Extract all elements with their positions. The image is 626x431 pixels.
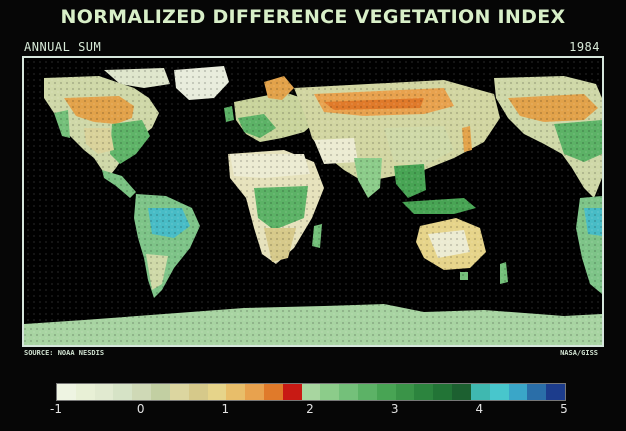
map-title: NORMALIZED DIFFERENCE VEGETATION INDEX [60,6,566,28]
legend-swatch [376,384,396,400]
legend-swatch [151,384,170,400]
legend-swatch [452,384,471,400]
legend-swatch [395,384,415,400]
legend-tick-label: 2 [306,402,314,416]
world-map [22,56,604,347]
legend-swatch [546,384,565,400]
legend-swatch [75,384,95,400]
source-label: SOURCE: NOAA NESDIS [24,349,105,357]
legend-swatch [301,384,321,400]
legend-swatch [320,384,340,400]
legend-swatch [282,384,302,400]
legend-swatch [489,384,509,400]
legend-swatch [470,384,490,400]
legend-ticks: -1 0 1 2 3 4 5 [0,402,626,422]
world-map-graphic [24,58,602,345]
legend-swatch [339,384,358,400]
legend-swatch [508,384,528,400]
legend-tick-label: 1 [221,402,230,416]
legend-swatch [113,384,133,400]
legend-swatch [527,384,547,400]
legend-swatch [94,384,114,400]
legend-swatch [226,384,246,400]
legend-swatch [263,384,283,400]
legend-swatch [414,384,434,400]
legend-swatch [169,384,189,400]
legend-swatch [57,384,76,400]
credit-label: NASA/GISS [560,349,598,357]
legend-swatch [188,384,208,400]
year-label: 1984 [569,40,600,54]
period-label: ANNUAL SUM [24,40,102,54]
legend-swatch [132,384,152,400]
legend-swatch [207,384,227,400]
legend-tick-label: 3 [390,402,399,416]
legend-tick-label: -1 [50,402,62,416]
legend-tick-label: 0 [136,402,145,416]
legend-tick-label: 4 [475,402,484,416]
legend-swatch [433,384,453,400]
legend-swatch [358,384,377,400]
color-legend [56,383,566,401]
legend-tick-label: 5 [560,402,568,416]
legend-swatch [245,384,264,400]
